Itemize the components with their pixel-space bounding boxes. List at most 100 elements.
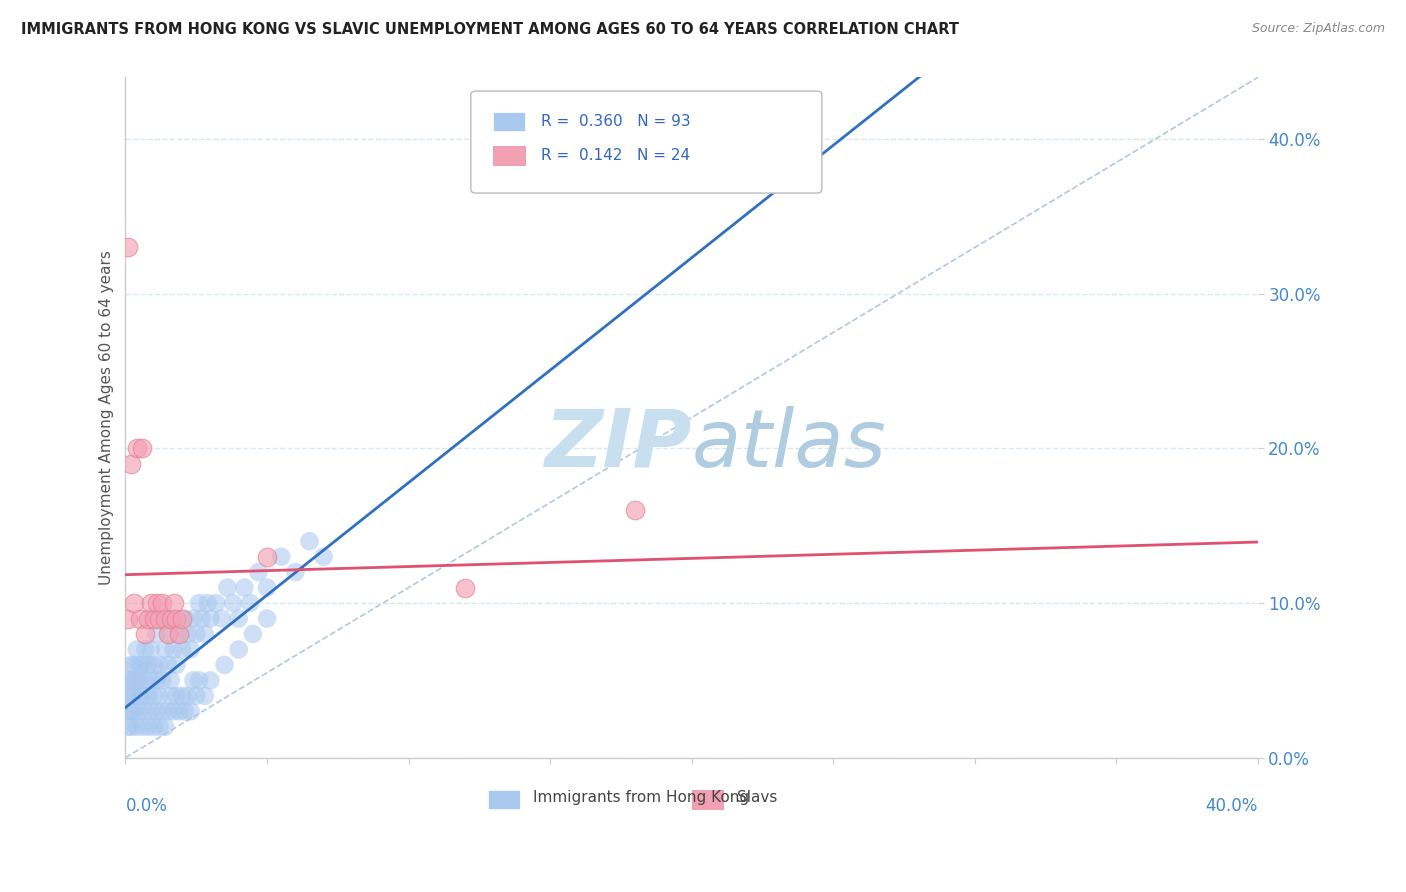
Point <box>120 704 142 718</box>
Point <box>128 673 150 688</box>
Point <box>256 581 278 595</box>
Point <box>167 627 190 641</box>
Point <box>180 642 202 657</box>
Point <box>117 689 139 703</box>
Point <box>197 596 219 610</box>
Point <box>136 657 159 672</box>
Point <box>120 457 142 471</box>
Point <box>153 611 176 625</box>
Point <box>125 720 148 734</box>
Point <box>125 673 148 688</box>
Point <box>145 627 167 641</box>
Point <box>188 673 211 688</box>
Point <box>159 689 181 703</box>
Point <box>142 611 165 625</box>
Point <box>247 565 270 579</box>
Point <box>150 673 173 688</box>
Point <box>134 704 156 718</box>
Point <box>214 657 236 672</box>
Point <box>128 689 150 703</box>
Point <box>117 673 139 688</box>
Point <box>136 689 159 703</box>
Point <box>128 657 150 672</box>
Point <box>186 689 208 703</box>
Point <box>139 596 162 610</box>
Point <box>148 720 170 734</box>
Point <box>142 657 165 672</box>
Point <box>172 642 194 657</box>
Point <box>188 596 211 610</box>
Point <box>162 596 184 610</box>
Point <box>228 642 250 657</box>
Point <box>174 611 197 625</box>
Point <box>122 657 145 672</box>
Point <box>298 534 321 549</box>
Point <box>156 704 179 718</box>
Point <box>139 642 162 657</box>
Point <box>153 642 176 657</box>
FancyBboxPatch shape <box>494 112 526 131</box>
Point <box>186 627 208 641</box>
Text: Immigrants from Hong Kong: Immigrants from Hong Kong <box>533 789 749 805</box>
Point <box>217 581 239 595</box>
Point <box>131 657 153 672</box>
Point <box>145 673 167 688</box>
Point <box>200 611 222 625</box>
Point <box>228 611 250 625</box>
Point <box>239 596 262 610</box>
Point <box>242 627 264 641</box>
Point <box>183 673 205 688</box>
Point <box>117 240 139 254</box>
Point <box>454 581 477 595</box>
Point <box>120 720 142 734</box>
Point <box>136 611 159 625</box>
Point <box>150 596 173 610</box>
Point <box>233 581 256 595</box>
Point <box>120 673 142 688</box>
Point <box>136 720 159 734</box>
Text: R =  0.142   N = 24: R = 0.142 N = 24 <box>541 148 690 163</box>
Point <box>128 704 150 718</box>
Point <box>148 611 170 625</box>
Point <box>131 442 153 456</box>
Point <box>256 611 278 625</box>
Point <box>131 689 153 703</box>
Point <box>139 673 162 688</box>
Point <box>122 596 145 610</box>
FancyBboxPatch shape <box>488 789 519 809</box>
Point <box>142 689 165 703</box>
Point <box>128 611 150 625</box>
Point <box>122 689 145 703</box>
Point <box>120 689 142 703</box>
Point <box>122 704 145 718</box>
Point <box>134 627 156 641</box>
Point <box>139 704 162 718</box>
Point <box>222 596 245 610</box>
FancyBboxPatch shape <box>692 789 723 809</box>
Point <box>177 689 200 703</box>
Point <box>134 642 156 657</box>
Point <box>312 549 335 564</box>
Point <box>142 720 165 734</box>
Point <box>125 642 148 657</box>
Point <box>177 627 200 641</box>
Point <box>125 442 148 456</box>
Point <box>145 704 167 718</box>
Point <box>174 704 197 718</box>
Point <box>134 673 156 688</box>
FancyBboxPatch shape <box>471 91 823 193</box>
Point <box>205 596 228 610</box>
Point <box>165 611 187 625</box>
Point <box>117 611 139 625</box>
Point <box>156 657 179 672</box>
Point <box>624 503 647 517</box>
Point <box>256 549 278 564</box>
Point <box>200 673 222 688</box>
Point <box>117 704 139 718</box>
Point <box>120 657 142 672</box>
Point <box>167 627 190 641</box>
Point <box>145 596 167 610</box>
Point <box>165 689 187 703</box>
Text: 0.0%: 0.0% <box>125 797 167 814</box>
Point <box>156 627 179 641</box>
